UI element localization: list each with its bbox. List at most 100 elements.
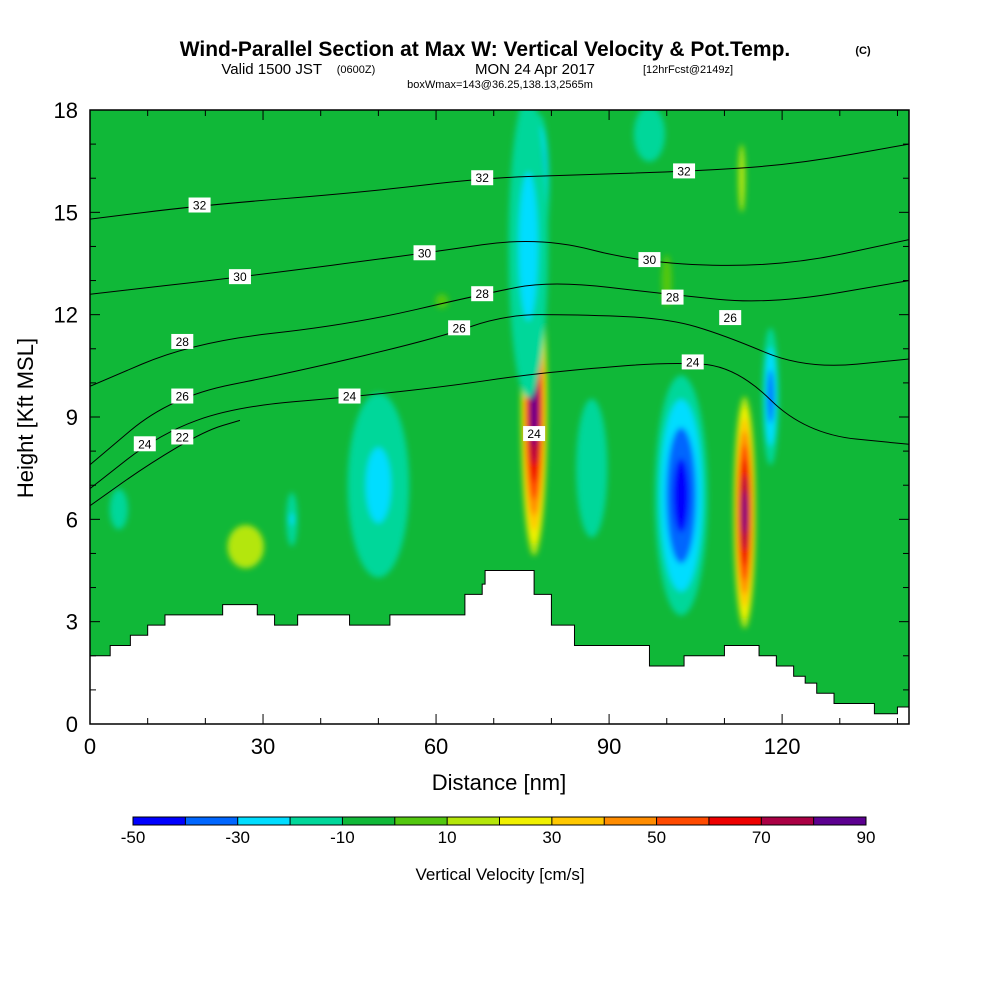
colorbar-tick-label: 70 (752, 828, 771, 847)
contour-label: 22 (171, 429, 194, 445)
vv-shell (435, 293, 449, 309)
contour-label-text: 30 (418, 246, 432, 260)
colorbar-swatch (551, 817, 605, 825)
contour-label: 32 (471, 170, 494, 186)
vv-shell (673, 458, 690, 533)
y-tick-label: 18 (54, 98, 78, 123)
colorbar-swatch (185, 817, 238, 825)
contour-label: 24 (338, 388, 361, 404)
chart-title: Wind-Parallel Section at Max W: Vertical… (180, 38, 791, 61)
contour-label-text: 32 (193, 199, 207, 213)
colorbar: -50 -30 -10 10 30 50 70 90 (121, 816, 875, 847)
colorbar-swatch (761, 817, 814, 825)
theta-contour (90, 363, 909, 490)
colorbar-label: Vertical Velocity [cm/s] (415, 865, 584, 884)
contour-label: 30 (413, 245, 436, 261)
y-tick-label: 15 (54, 200, 78, 225)
contour-label: 24 (133, 436, 156, 452)
y-axis-label: Height [Kft MSL] (13, 338, 38, 498)
contour-label: 26 (719, 310, 742, 326)
contour-label: 26 (171, 388, 194, 404)
colorbar-swatch (499, 817, 552, 825)
contour-label-text: 26 (176, 390, 190, 404)
x-tick-label: 90 (597, 734, 621, 759)
vv-cell (762, 327, 779, 466)
contour-label: 24 (681, 354, 704, 370)
colorbar-swatch (133, 817, 186, 825)
copyright-mark: (C) (855, 45, 871, 57)
contour-label-text: 28 (176, 335, 190, 349)
contour-label-box (171, 388, 194, 404)
contour-label-text: 28 (666, 291, 680, 305)
contour-label: 28 (471, 286, 494, 302)
contour-label-box (673, 163, 696, 179)
terrain (90, 570, 909, 724)
contour-label-text: 24 (527, 427, 541, 441)
valid-date: MON 24 Apr 2017 (475, 61, 595, 78)
colorbar-swatch (290, 817, 343, 825)
colorbar-swatch (813, 817, 866, 825)
y-tick-label: 12 (54, 303, 78, 328)
contour-label-text: 32 (677, 164, 691, 178)
x-tick-label: 0 (84, 734, 96, 759)
vv-cell (633, 110, 666, 162)
vv-shell (109, 488, 128, 530)
colorbar-swatch (394, 817, 448, 825)
vv-cell (435, 293, 449, 309)
x-tick-label: 30 (251, 734, 275, 759)
vv-shell (227, 525, 264, 569)
colorbar-tick-label: -50 (121, 828, 146, 847)
vv-cell (654, 375, 708, 616)
colorbar-swatch (604, 817, 657, 825)
contour-label-box (661, 289, 684, 305)
y-tick-label: 6 (66, 507, 78, 532)
vv-shell (767, 369, 774, 424)
contour-label: 32 (188, 197, 211, 213)
y-tick-label: 0 (66, 712, 78, 737)
vv-cell (347, 392, 410, 578)
contour-label-text: 24 (343, 390, 357, 404)
theta-contour (90, 419, 241, 507)
contour-label-text: 30 (643, 253, 657, 267)
contour-label-box (681, 354, 704, 370)
contour-label: 28 (171, 333, 194, 349)
x-tick-label: 120 (764, 734, 801, 759)
vv-shell (576, 398, 608, 538)
vv-cell (508, 110, 549, 399)
contour-label-text: 22 (176, 430, 190, 444)
y-tick-label: 9 (66, 405, 78, 430)
contour-label-box (413, 245, 436, 261)
utc-time: (0600Z) (337, 64, 376, 76)
x-axis-label: Distance [nm] (432, 770, 567, 795)
vv-cell (576, 398, 608, 538)
plot-area: 22 24 26 28 30 32 24 26 28 30 32 24 28 30 26 32 24 (90, 110, 909, 724)
contour-label: 28 (661, 289, 684, 305)
colorbar-tick-label: 10 (438, 828, 457, 847)
vv-cell (286, 492, 298, 547)
contour-labels: 22 24 26 28 30 32 24 26 28 30 32 24 28 30 26 32 24 (133, 163, 742, 452)
contour-label: 30 (228, 269, 251, 285)
contour-label-box (171, 333, 194, 349)
contour-label-box (133, 436, 156, 452)
vv-cell (738, 144, 746, 213)
box-info: boxWmax=143@36.25,138.13,2565m (407, 79, 593, 91)
contour-label-box (523, 426, 546, 442)
colorbar-tick-label: -30 (225, 828, 250, 847)
colorbar-tick-label: 50 (647, 828, 666, 847)
colorbar-swatch (708, 817, 762, 825)
y-tick-label: 3 (66, 610, 78, 635)
colorbar-swatch (447, 817, 500, 825)
contour-label-text: 24 (138, 437, 152, 451)
colorbar-swatch (656, 817, 709, 825)
contour-label-box (338, 388, 361, 404)
contour-label-text: 26 (724, 311, 738, 325)
contour-label-text: 30 (233, 270, 247, 284)
colorbar-tick-label: -10 (330, 828, 355, 847)
contour-label-text: 24 (686, 355, 700, 369)
contour-label: 26 (448, 320, 471, 336)
contour-label-text: 28 (476, 287, 490, 301)
contour-label-box (171, 429, 194, 445)
vv-shell (289, 513, 294, 526)
y-axis: 0 3 6 9 12 15 18 (54, 98, 909, 737)
